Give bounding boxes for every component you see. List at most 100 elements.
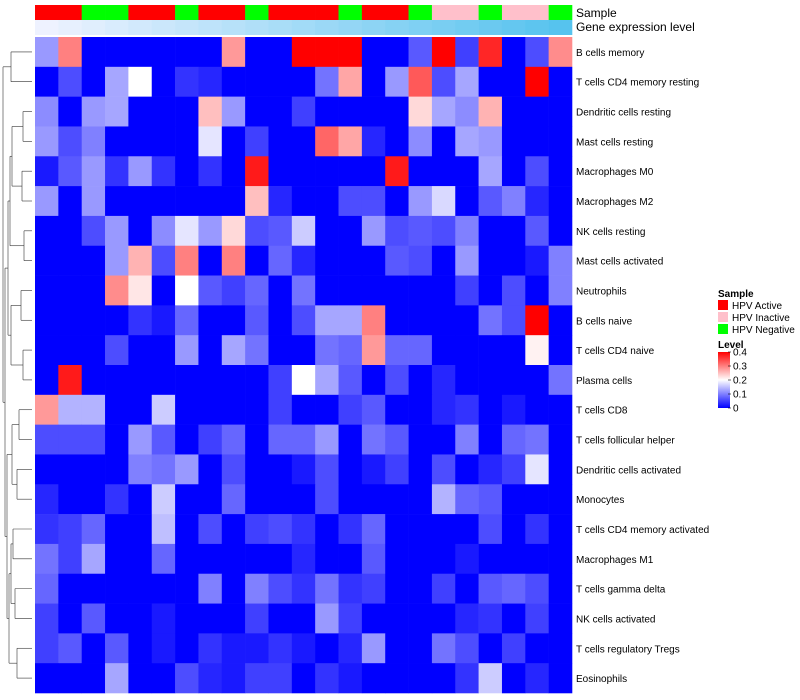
heatmap-cell bbox=[128, 514, 153, 545]
heatmap-cell bbox=[408, 514, 433, 545]
heatmap-cell bbox=[315, 335, 339, 366]
heatmap-cell bbox=[105, 156, 129, 187]
heatmap-cell bbox=[291, 663, 316, 694]
heatmap-cell bbox=[81, 37, 106, 68]
gene-expression-annotation-cell bbox=[291, 20, 316, 35]
heatmap-cell bbox=[245, 37, 269, 68]
heatmap-cell bbox=[525, 603, 549, 634]
heatmap-cell bbox=[221, 126, 246, 157]
heatmap-cell bbox=[198, 156, 223, 187]
heatmap-cell bbox=[525, 365, 549, 396]
row-label: Macrophages M2 bbox=[576, 197, 654, 208]
heatmap-cell bbox=[501, 514, 526, 545]
heatmap-cell bbox=[455, 126, 479, 157]
heatmap-cell bbox=[525, 663, 549, 694]
heatmap-cell bbox=[128, 543, 153, 575]
heatmap-cell bbox=[58, 454, 82, 485]
heatmap-cell bbox=[291, 305, 316, 336]
heatmap-cell bbox=[58, 663, 82, 694]
heatmap-cell bbox=[501, 603, 526, 634]
heatmap-cell bbox=[455, 663, 479, 694]
heatmap-cell bbox=[455, 484, 479, 515]
heatmap-cell bbox=[431, 156, 456, 187]
heatmap-cell bbox=[525, 37, 549, 68]
heatmap-cell bbox=[431, 424, 456, 455]
heatmap-cell bbox=[525, 454, 549, 485]
heatmap-cell bbox=[58, 66, 82, 97]
gene-expression-annotation-cell bbox=[268, 20, 293, 35]
heatmap-cell bbox=[128, 245, 153, 276]
sample-legend-label: HPV Inactive bbox=[732, 313, 790, 324]
sample-annotation-cell bbox=[58, 5, 82, 20]
heatmap-cell bbox=[455, 66, 479, 97]
heatmap-cell bbox=[58, 394, 82, 425]
sample-annotation-cell bbox=[385, 5, 409, 20]
column-annotations bbox=[35, 5, 573, 35]
sample-annotation-cell bbox=[431, 5, 456, 20]
heatmap-cell bbox=[478, 454, 503, 485]
gene-expression-annotation-cell bbox=[128, 20, 153, 35]
heatmap-cell bbox=[151, 156, 176, 187]
heatmap-cell bbox=[245, 603, 269, 634]
heatmap-cell bbox=[198, 394, 223, 425]
heatmap-cell bbox=[221, 514, 246, 545]
heatmap-cell bbox=[221, 96, 246, 127]
heatmap-cell bbox=[268, 394, 293, 425]
heatmap-cell bbox=[408, 365, 433, 396]
heatmap-cell bbox=[361, 365, 386, 396]
heatmap-cell bbox=[525, 305, 549, 336]
heatmap-cell bbox=[525, 186, 549, 217]
heatmap-cell bbox=[268, 573, 293, 604]
heatmap-cell bbox=[525, 245, 549, 276]
heatmap-cell bbox=[198, 335, 223, 366]
heatmap-cell bbox=[105, 514, 129, 545]
sample-annotation-cell bbox=[525, 5, 549, 20]
heatmap-cell bbox=[315, 186, 339, 217]
heatmap-cell bbox=[431, 126, 456, 157]
heatmap-cell bbox=[58, 126, 82, 157]
heatmap-cell bbox=[291, 543, 316, 575]
heatmap-cell bbox=[268, 603, 293, 634]
heatmap-cell bbox=[338, 275, 363, 306]
heatmap-cell bbox=[361, 245, 386, 276]
row-label: Neutrophils bbox=[576, 286, 627, 297]
heatmap-cell bbox=[478, 573, 503, 604]
heatmap-cell bbox=[548, 215, 573, 247]
heatmap-cell bbox=[548, 663, 573, 694]
sample-annotation-cell bbox=[245, 5, 269, 20]
heatmap-cell bbox=[385, 245, 409, 276]
heatmap-cell bbox=[478, 37, 503, 68]
heatmap-cell bbox=[128, 454, 153, 485]
heatmap-cell bbox=[338, 543, 363, 575]
gene-expression-annotation-cell bbox=[58, 20, 82, 35]
heatmap-cell bbox=[105, 96, 129, 127]
heatmap-cell bbox=[548, 305, 573, 336]
heatmap-cell bbox=[338, 37, 363, 68]
heatmap-cell bbox=[198, 305, 223, 336]
heatmap-cell bbox=[105, 633, 129, 664]
sample-annotation-cell bbox=[128, 5, 153, 20]
heatmap-cell bbox=[151, 335, 176, 366]
heatmap-cell bbox=[245, 305, 269, 336]
heatmap-cell bbox=[175, 603, 199, 634]
row-dendrogram bbox=[2, 51, 32, 679]
gene-expression-annotation-cell bbox=[431, 20, 456, 35]
sample-annotation-cell bbox=[151, 5, 176, 20]
row-label: Monocytes bbox=[576, 495, 624, 506]
heatmap-cell bbox=[525, 424, 549, 455]
heatmap-cell bbox=[455, 424, 479, 455]
heatmap-cell bbox=[385, 394, 409, 425]
heatmap-cell bbox=[385, 37, 409, 68]
heatmap-cell bbox=[431, 573, 456, 604]
heatmap-cell bbox=[501, 573, 526, 604]
heatmap-cell bbox=[245, 245, 269, 276]
heatmap-cell bbox=[81, 394, 106, 425]
heatmap-cell bbox=[268, 424, 293, 455]
heatmap-cell bbox=[151, 633, 176, 664]
heatmap-cell bbox=[175, 543, 199, 575]
heatmap-cell bbox=[245, 156, 269, 187]
heatmap-cell bbox=[361, 573, 386, 604]
heatmap-cell bbox=[385, 215, 409, 247]
heatmap-cell bbox=[478, 305, 503, 336]
